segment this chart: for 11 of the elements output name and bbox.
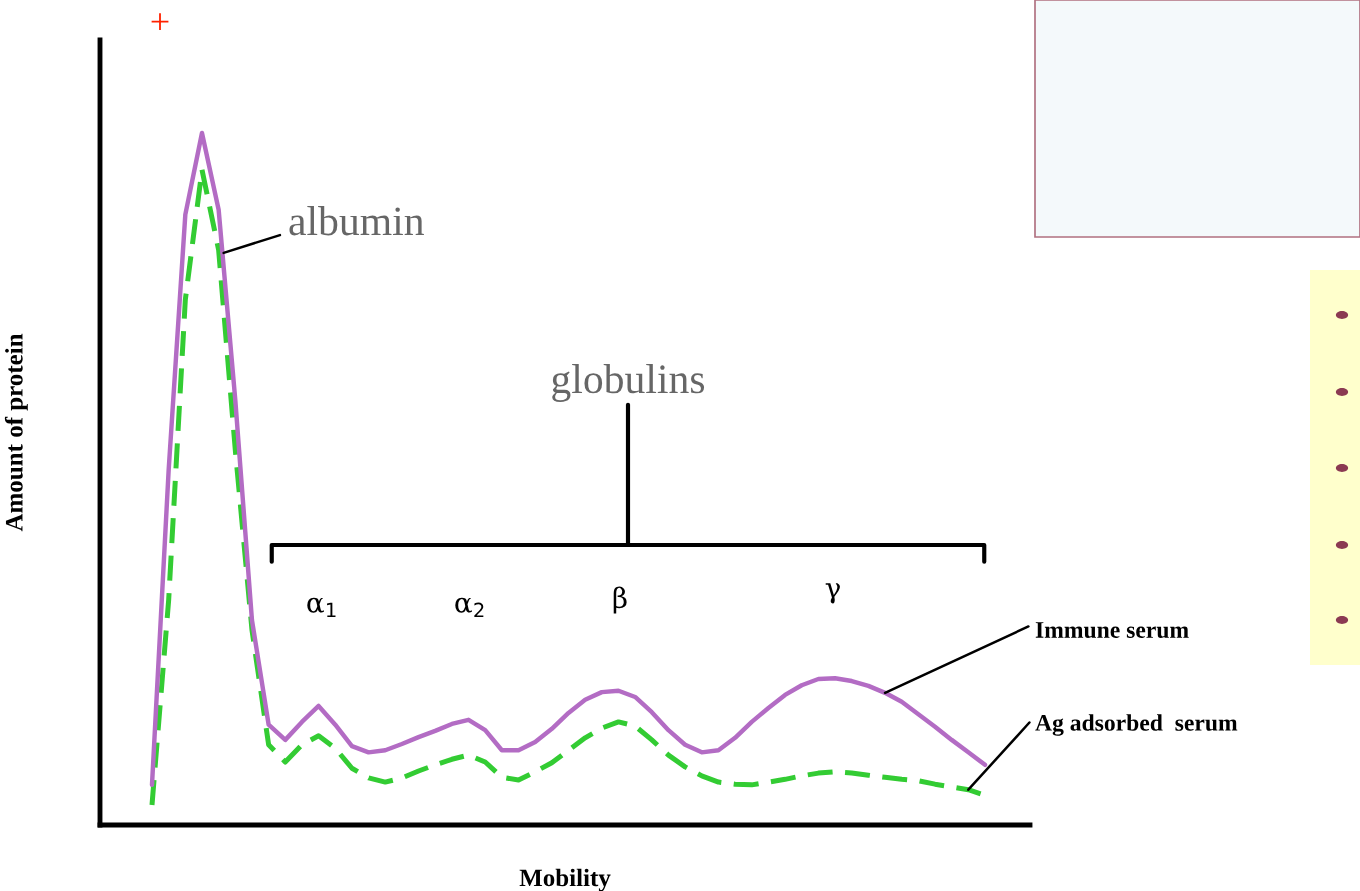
- x-axis-title: Mobility: [519, 868, 611, 891]
- annotation: α$_{2}$: [455, 597, 484, 618]
- annotation: albumin: [289, 206, 424, 236]
- y-axis-title: Amount of protein: [4, 333, 28, 532]
- text: Ag adsorbed serum: [1035, 714, 1238, 736]
- annotation: β: [613, 586, 627, 614]
- text: Immune serum: [1035, 622, 1189, 638]
- text: +: [151, 13, 169, 31]
- annotation: γ: [825, 583, 840, 604]
- annotation: α$_{1}$: [307, 597, 336, 618]
- annotation: globulins: [552, 364, 705, 402]
